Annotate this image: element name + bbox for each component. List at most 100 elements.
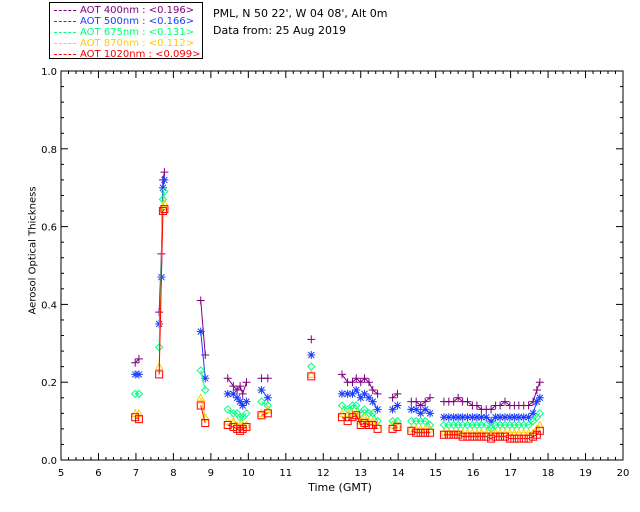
data-date: Data from: 25 Aug 2019 — [213, 24, 347, 37]
data-point-4 — [505, 434, 514, 443]
series-line-0 — [476, 405, 482, 410]
series-line-0 — [352, 377, 357, 383]
series-line-2 — [372, 413, 379, 422]
data-point-1 — [487, 417, 496, 426]
series-line-0 — [504, 401, 511, 406]
x-tick-label: 9 — [208, 468, 214, 479]
series-line-0 — [415, 401, 422, 406]
data-point-4 — [519, 434, 528, 443]
data-point-2 — [223, 405, 232, 414]
legend-item-870nm: AOT 870nm : <0.112> — [54, 38, 194, 49]
data-point-0 — [196, 296, 205, 305]
y-tick-label: 1.0 — [41, 67, 57, 78]
data-point-1 — [368, 397, 377, 406]
series-line-0 — [424, 397, 431, 403]
data-point-4 — [407, 426, 416, 435]
data-point-1 — [519, 413, 528, 422]
data-point-0 — [388, 393, 397, 402]
data-point-4 — [360, 419, 369, 428]
series-line-0 — [453, 397, 459, 403]
data-point-1 — [426, 409, 435, 418]
data-point-4 — [477, 432, 486, 441]
series-line-4 — [200, 405, 206, 424]
data-point-0 — [360, 374, 369, 383]
series-line-4 — [486, 436, 492, 440]
data-point-4 — [468, 432, 477, 441]
x-tick-label: 5 — [58, 468, 64, 479]
data-point-4 — [307, 372, 316, 381]
data-point-0 — [307, 335, 316, 344]
legend-item-400nm: AOT 400nm : <0.196> — [54, 5, 194, 16]
data-point-0 — [352, 374, 361, 383]
data-point-0 — [356, 378, 365, 387]
series-line-4 — [227, 424, 234, 428]
data-point-2 — [134, 389, 144, 399]
series-line-0 — [372, 389, 378, 395]
data-point-1 — [500, 413, 509, 422]
data-point-0 — [263, 374, 272, 383]
data-point-4 — [444, 430, 453, 439]
data-point-4 — [233, 424, 242, 433]
x-tick-label: 6 — [95, 468, 101, 479]
data-point-2 — [307, 362, 316, 371]
data-point-1 — [439, 413, 448, 422]
data-point-0 — [338, 370, 346, 379]
series-line-0 — [499, 401, 506, 406]
data-point-1 — [416, 409, 425, 418]
data-point-1 — [529, 409, 538, 418]
data-point-0 — [348, 378, 357, 387]
series-line-0 — [420, 401, 426, 406]
y-tick-label: 0.0 — [41, 456, 57, 467]
data-point-3 — [263, 404, 273, 413]
legend-item-675nm: AOT 675nm : <0.131> — [54, 27, 194, 38]
data-point-1 — [263, 393, 272, 402]
data-point-4 — [155, 370, 164, 379]
data-point-0 — [364, 378, 373, 387]
data-point-4 — [416, 428, 425, 437]
chart-legend: AOT 400nm : <0.196> AOT 500nm : <0.166> … — [49, 2, 203, 60]
data-point-3 — [500, 428, 510, 437]
x-tick-label: 17 — [504, 468, 517, 479]
data-point-3 — [519, 428, 529, 437]
data-point-0 — [236, 382, 245, 391]
data-point-3 — [481, 428, 491, 437]
data-point-3 — [477, 428, 486, 437]
data-point-0 — [454, 393, 463, 402]
series-line-2 — [227, 409, 234, 414]
data-point-1 — [348, 389, 357, 398]
data-point-4 — [412, 428, 421, 437]
data-point-4 — [510, 434, 519, 443]
data-point-3 — [453, 428, 463, 437]
x-axis-label: Time (GMT) — [308, 481, 372, 494]
y-tick-label: 0.4 — [41, 300, 57, 311]
data-point-0 — [238, 389, 247, 398]
x-tick-label: 20 — [617, 468, 630, 479]
data-point-4 — [514, 434, 523, 443]
data-point-2 — [160, 187, 169, 196]
data-point-0 — [524, 401, 533, 410]
legend-label-500nm: AOT 500nm : <0.166> — [80, 16, 195, 27]
x-tick-label: 14 — [392, 468, 405, 479]
data-point-4 — [535, 426, 544, 435]
data-point-4 — [421, 428, 430, 437]
data-point-4 — [496, 432, 505, 441]
data-point-3 — [514, 428, 524, 437]
data-point-3 — [196, 393, 206, 402]
data-point-0 — [416, 401, 425, 410]
data-point-4 — [500, 432, 509, 441]
data-point-1 — [242, 397, 251, 406]
data-point-4 — [263, 409, 272, 418]
legend-label-870nm: AOT 870nm : <0.112> — [80, 38, 195, 49]
data-point-3 — [306, 369, 316, 378]
data-point-0 — [373, 389, 382, 398]
series-line-0 — [528, 401, 534, 406]
data-point-1 — [468, 413, 477, 422]
series-line-2 — [162, 191, 165, 200]
data-point-0 — [131, 358, 140, 367]
data-point-3 — [360, 412, 369, 421]
data-point-2 — [130, 389, 140, 399]
data-point-4 — [373, 424, 382, 433]
data-point-1 — [338, 389, 346, 398]
data-point-1 — [463, 413, 472, 422]
